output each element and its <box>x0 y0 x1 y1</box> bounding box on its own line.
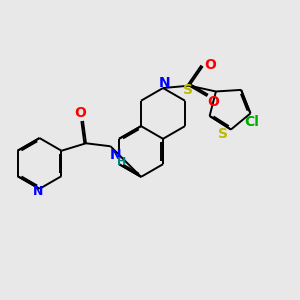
Text: H: H <box>117 157 126 167</box>
Text: S: S <box>218 127 229 141</box>
Text: O: O <box>207 95 219 109</box>
Text: Cl: Cl <box>244 116 260 129</box>
Text: O: O <box>204 58 216 72</box>
Text: O: O <box>74 106 86 120</box>
Text: N: N <box>110 148 122 162</box>
Text: N: N <box>159 76 170 90</box>
Text: S: S <box>183 83 193 97</box>
Text: N: N <box>33 185 43 198</box>
